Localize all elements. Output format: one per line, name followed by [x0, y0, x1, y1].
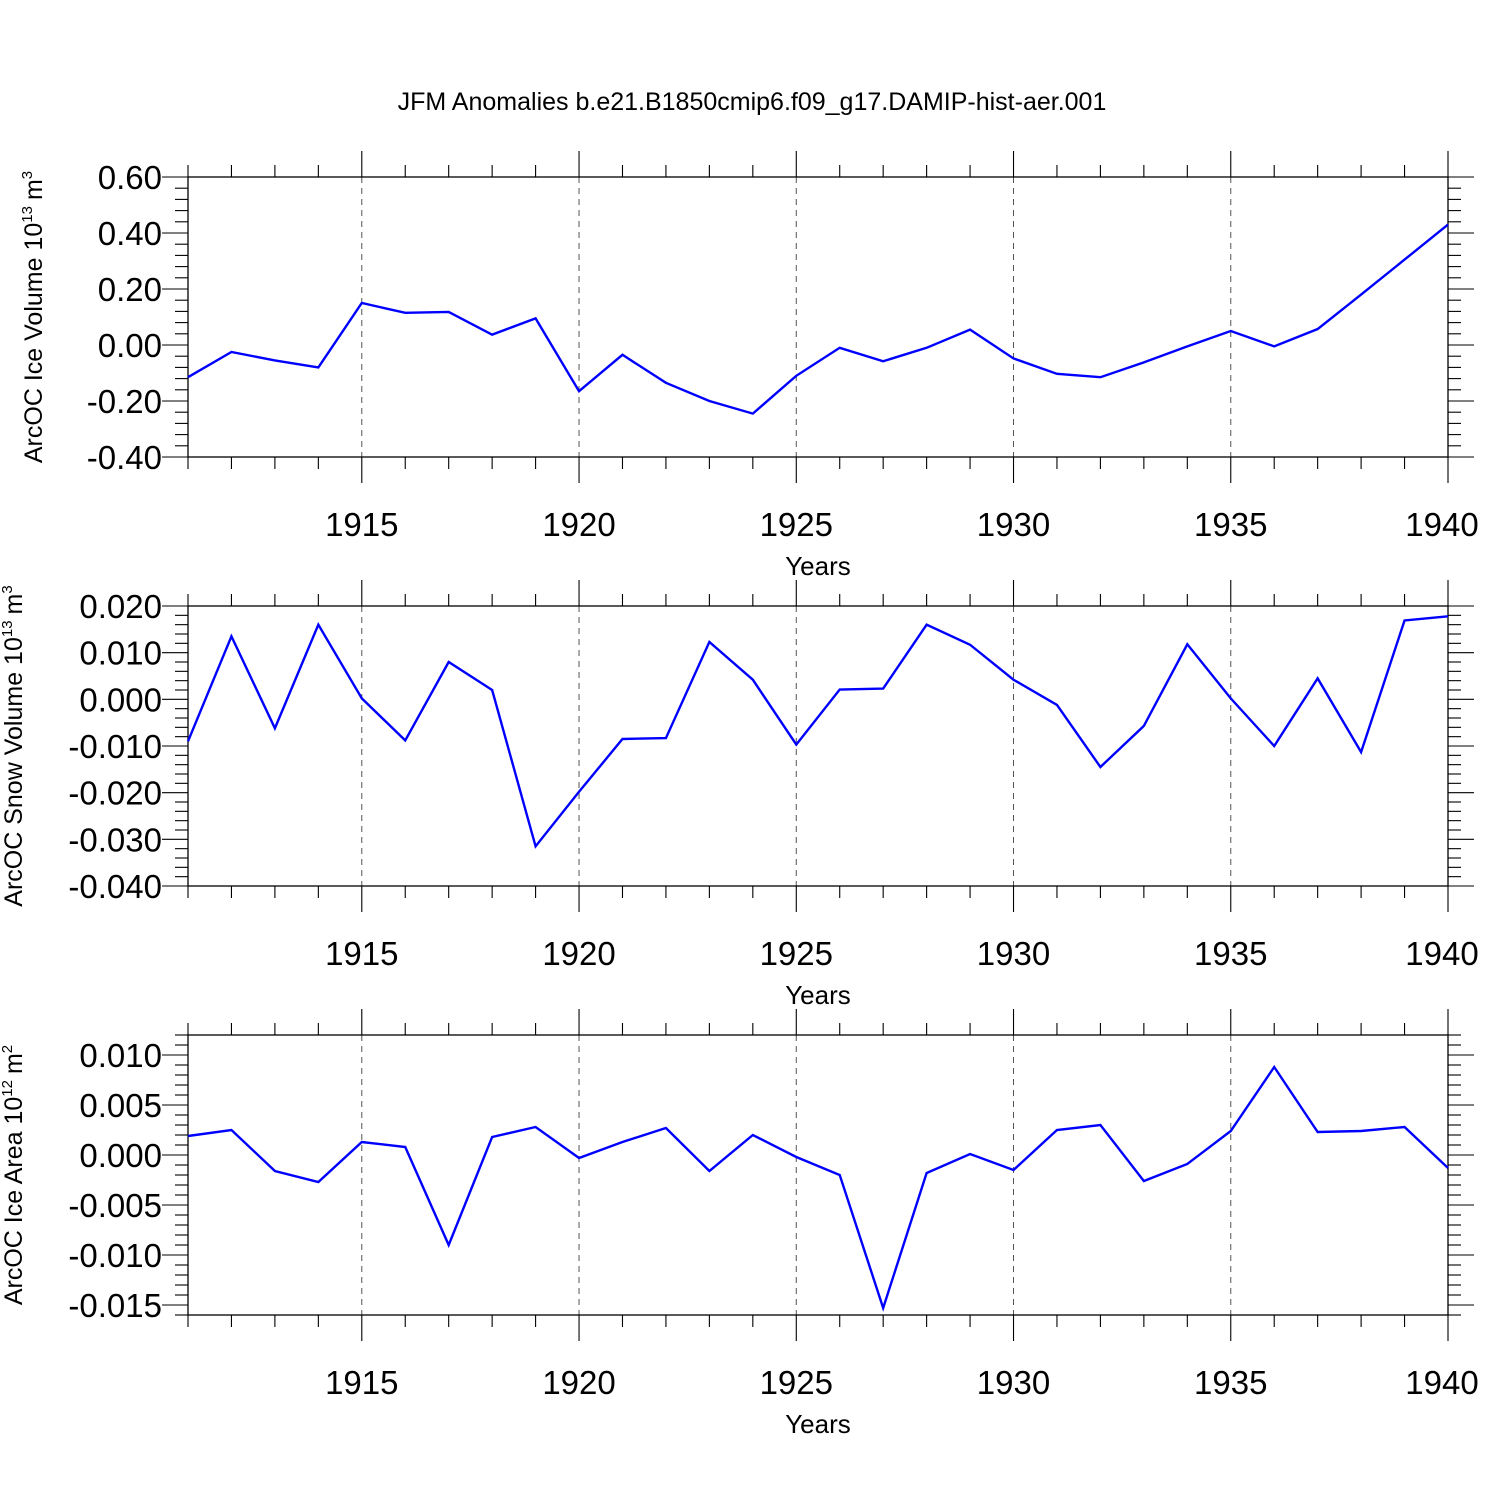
x-tick-label: 1940 [1405, 1364, 1478, 1401]
y-tick-label: 0.010 [79, 1037, 162, 1074]
plot-frame [187, 605, 1449, 887]
series-line [187, 1064, 1449, 1312]
y-tick-label: -0.20 [87, 383, 162, 420]
y-label-main: ArcOC Snow Volume 10 [0, 637, 28, 907]
minor-ticks [162, 1009, 1474, 1341]
grid-lines [361, 606, 1232, 886]
x-tick-label: 1925 [760, 1364, 833, 1401]
plot-frame [187, 176, 1449, 458]
x-tick-label: 1930 [977, 1364, 1050, 1401]
y-tick-label: 0.00 [98, 327, 162, 364]
y-label-unit-exponent: 3 [19, 171, 36, 179]
y-label-unit: m [0, 1053, 28, 1074]
y-label-exponent: 12 [0, 1080, 16, 1097]
chart-title: JFM Anomalies b.e21.B1850cmip6.f09_g17.D… [398, 88, 1107, 116]
y-tick-label: -0.010 [68, 728, 162, 765]
y-tick-labels: -0.015 -0.010 -0.005 0.000 0.005 0.010 [68, 1037, 162, 1324]
y-tick-label: -0.015 [68, 1287, 162, 1324]
x-tick-label: 1940 [1405, 935, 1478, 972]
x-tick-label: 1930 [977, 935, 1050, 972]
y-label-unit-exponent: 3 [0, 585, 16, 593]
grid-lines [361, 1035, 1232, 1315]
grid-lines [361, 177, 1232, 457]
series-line [186, 615, 1449, 849]
minor-ticks [162, 580, 1474, 912]
x-tick-label: 1925 [760, 935, 833, 972]
x-tick-label: 1915 [325, 506, 398, 543]
x-tick-label: 1940 [1405, 506, 1478, 543]
y-tick-label: 0.020 [79, 588, 162, 625]
y-tick-label: -0.010 [68, 1237, 162, 1274]
y-tick-label: -0.040 [68, 868, 162, 905]
x-tick-label: 1935 [1194, 935, 1267, 972]
x-tick-label: 1915 [325, 1364, 398, 1401]
y-label-main: ArcOC Ice Area 10 [0, 1097, 28, 1305]
plot-frame [187, 1034, 1449, 1316]
x-tick-label: 1925 [760, 506, 833, 543]
y-tick-label: 0.000 [79, 1137, 162, 1174]
y-tick-labels: -0.040 -0.030 -0.020 -0.010 0.000 0.010 0.020 [68, 588, 162, 905]
minor-ticks [162, 151, 1474, 483]
y-label-exponent: 13 [0, 620, 16, 637]
panel-ice-volume: -0.40-0.200.000.200.400.60 1915 1920 1925 1… [19, 151, 1479, 581]
y-tick-label: 0.60 [98, 159, 162, 196]
series-line [187, 223, 1449, 415]
x-tick-labels: 1915 1920 1925 1930 1935 1940 [325, 506, 1479, 543]
x-tick-label: 1920 [542, 935, 615, 972]
y-label-unit: m [20, 179, 48, 200]
x-tick-label: 1930 [977, 506, 1050, 543]
y-label-exponent: 13 [19, 206, 36, 223]
x-axis-label: Years [785, 980, 851, 1010]
x-axis-label: Years [785, 1409, 851, 1439]
x-tick-labels: 1915 1920 1925 1930 1935 1940 [325, 935, 1479, 972]
x-tick-label: 1935 [1194, 1364, 1267, 1401]
y-tick-label: 0.000 [79, 681, 162, 718]
y-tick-label: -0.005 [68, 1187, 162, 1224]
y-tick-label: -0.40 [87, 439, 162, 476]
y-label-main: ArcOC Ice Volume 10 [20, 223, 48, 463]
y-label-unit: m [0, 594, 28, 615]
x-tick-label: 1920 [542, 1364, 615, 1401]
y-label-unit-exponent: 2 [0, 1045, 16, 1053]
y-tick-labels: -0.40 -0.20 0.00 0.20 0.40 0.60 [87, 159, 162, 476]
y-tick-label: -0.030 [68, 821, 162, 858]
x-tick-label: 1915 [325, 935, 398, 972]
x-tick-labels: 1915 1920 1925 1930 1935 1940 [325, 1364, 1479, 1401]
x-axis-label: Years [785, 551, 851, 581]
y-tick-label: 0.40 [98, 215, 162, 252]
y-axis-label: ArcOC Ice Volume 1013 m3 [19, 171, 48, 463]
y-tick-label: 0.20 [98, 271, 162, 308]
panel-snow-volume: -0.040-0.030-0.020-0.0100.0000.0100.020 … [0, 580, 1479, 1010]
x-tick-label: 1935 [1194, 506, 1267, 543]
y-tick-label: -0.020 [68, 775, 162, 812]
y-axis-label: ArcOC Snow Volume 1013 m3 [0, 585, 28, 906]
y-axis-label: ArcOC Ice Area 1012 m2 [0, 1045, 28, 1305]
x-tick-label: 1920 [542, 506, 615, 543]
y-tick-label: 0.010 [79, 635, 162, 672]
y-tick-label: 0.005 [79, 1087, 162, 1124]
